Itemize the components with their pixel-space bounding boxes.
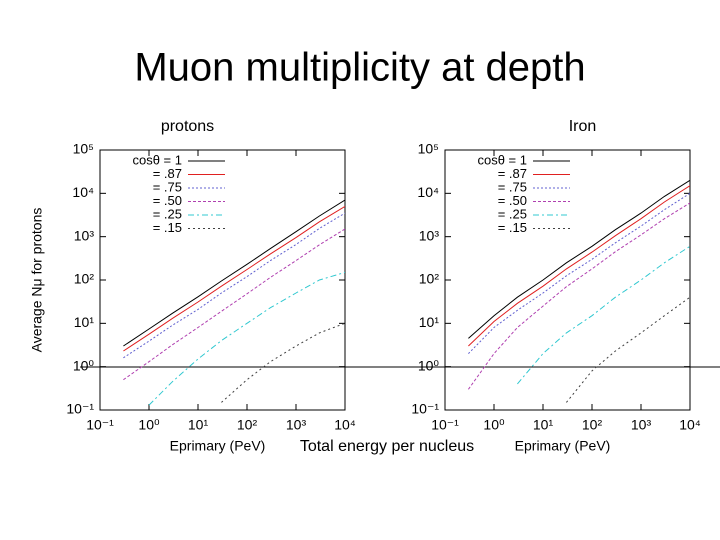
series-line — [468, 192, 690, 354]
x-tick-label: 10² — [582, 417, 603, 433]
x-tick-label: 10⁻¹ — [86, 417, 114, 433]
x-tick-label: 10³ — [286, 417, 307, 433]
legend-label: = .15 — [153, 220, 182, 235]
y-tick-label: 10⁰ — [418, 357, 440, 373]
y-tick-label: 10⁴ — [72, 184, 94, 200]
legend-label: = .75 — [153, 179, 182, 194]
slide-title: Muon multiplicity at depth — [134, 46, 585, 90]
series-line — [123, 199, 345, 347]
series-line — [517, 245, 690, 385]
legend-label: cosθ = 1 — [477, 152, 527, 167]
x-tick-label: 10⁴ — [334, 417, 356, 433]
chart-title: protons — [161, 118, 214, 135]
x-tick-label: 10² — [237, 417, 258, 433]
x-tick-label: 10⁻¹ — [431, 417, 459, 433]
series-line — [468, 185, 690, 347]
y-tick-label: 10³ — [419, 227, 440, 243]
x-tick-label: 10¹ — [533, 417, 554, 433]
x-axis-label: Eprimary (PeV) — [515, 438, 611, 454]
series-line — [123, 212, 345, 359]
x-tick-label: 10¹ — [188, 417, 209, 433]
x-tick-label: 10⁴ — [679, 417, 701, 433]
x-tick-label: 10⁰ — [483, 417, 505, 433]
y-tick-label: 10⁵ — [418, 141, 439, 157]
legend-label: = .50 — [153, 193, 182, 208]
legend-label: = .25 — [498, 206, 527, 221]
y-tick-label: 10³ — [74, 227, 95, 243]
y-tick-label: 10⁻¹ — [66, 401, 94, 417]
y-tick-label: 10⁵ — [73, 141, 94, 157]
legend-label: cosθ = 1 — [132, 152, 182, 167]
y-tick-label: 10⁴ — [417, 184, 439, 200]
series-line — [123, 205, 345, 352]
y-tick-label: 10² — [74, 271, 95, 287]
legend-label: = .87 — [153, 166, 182, 181]
legend-label: = .25 — [153, 206, 182, 221]
x-axis-label: Eprimary (PeV) — [170, 438, 266, 454]
series-line — [467, 202, 690, 390]
chart-title: Iron — [569, 118, 597, 135]
y-tick-label: 10² — [419, 271, 440, 287]
legend-label: = .87 — [498, 166, 527, 181]
legend-label: = .15 — [498, 220, 527, 235]
x-tick-label: 10³ — [631, 417, 652, 433]
series-line — [123, 228, 345, 381]
series-line — [566, 296, 690, 403]
series-line — [221, 322, 345, 403]
y-axis-label: Average Nμ for protons — [29, 208, 45, 353]
y-tick-label: 10¹ — [74, 314, 95, 330]
y-tick-label: 10⁰ — [73, 357, 95, 373]
caption: Total energy per nucleus — [300, 438, 474, 455]
legend-label: = .50 — [498, 193, 527, 208]
series-line — [148, 271, 345, 406]
series-line — [468, 179, 690, 339]
y-tick-label: 10⁻¹ — [411, 401, 439, 417]
x-tick-label: 10⁰ — [138, 417, 160, 433]
y-tick-label: 10¹ — [419, 314, 440, 330]
legend-label: = .75 — [498, 179, 527, 194]
